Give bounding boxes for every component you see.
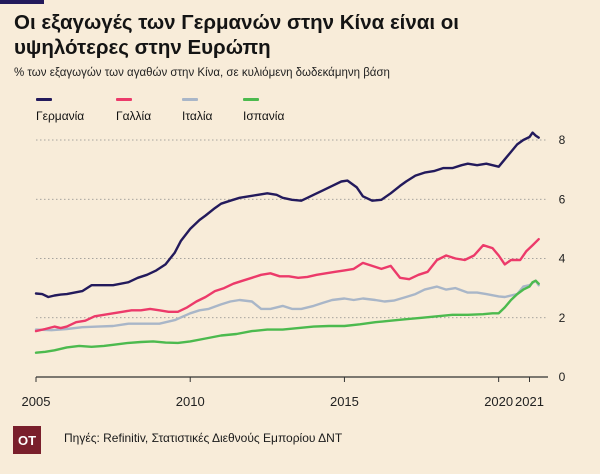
legend-label-italy: Ιταλία [182, 109, 213, 123]
series-line-italy [34, 279, 540, 332]
x-tick-label-2005: 2005 [22, 394, 51, 409]
x-tick-label-2015: 2015 [330, 394, 359, 409]
series-line-germany [34, 131, 540, 299]
legend-swatch-france [116, 98, 132, 101]
y-tick-label-8: 8 [559, 133, 566, 147]
chart-subtitle: % των εξαγωγών των αγαθών στην Κίνα, σε … [14, 67, 390, 79]
legend-swatch-spain [243, 98, 259, 101]
y-tick-label-6: 6 [559, 192, 566, 206]
legend-swatch-italy [182, 98, 198, 101]
source-note: Πηγές: Refinitiv, Στατιστικές Διεθνούς Ε… [64, 431, 343, 445]
chart-title: Οι εξαγωγές των Γερμανών στην Κίνα είναι… [14, 11, 459, 59]
y-tick-label-2: 2 [559, 311, 566, 325]
x-tick-label-2010: 2010 [176, 394, 205, 409]
legend-label-germany: Γερμανία [36, 109, 85, 123]
legend-label-france: Γαλλία [116, 109, 152, 123]
legend-swatch-germany [36, 98, 52, 101]
x-tick-label-2021: 2021 [515, 394, 544, 409]
series-line-spain [34, 279, 540, 354]
y-tick-label-4: 4 [559, 252, 566, 266]
top-accent-bar [0, 0, 44, 4]
series-line-france [34, 238, 540, 333]
x-tick-label-2020: 2020 [484, 394, 513, 409]
legend-label-spain: Ισπανία [243, 109, 285, 123]
y-tick-label-0: 0 [559, 370, 566, 384]
ot-logo: ΟΤ [13, 426, 41, 454]
